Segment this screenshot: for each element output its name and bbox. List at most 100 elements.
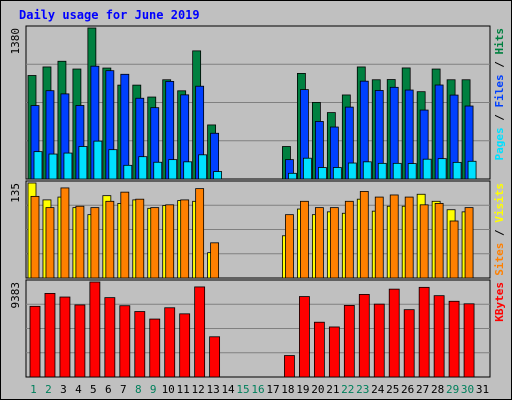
x-tick-label-day-1: 1 <box>30 383 37 396</box>
bar-sites-day-28 <box>434 203 444 279</box>
x-tick-label-day-5: 5 <box>90 383 97 396</box>
bar-pages-day-29 <box>452 161 462 180</box>
bar-kbytes-day-9 <box>149 318 161 378</box>
bar-kbytes-day-26 <box>403 309 415 378</box>
bar-kbytes-day-19 <box>299 296 310 378</box>
legend-entry: / <box>493 55 506 75</box>
bar-pages-day-27 <box>422 158 432 180</box>
bar-sites-day-1 <box>30 195 40 279</box>
bar-sites-day-29 <box>449 220 459 279</box>
legend-entry: Files <box>493 74 506 107</box>
x-tick-label-day-4: 4 <box>75 383 82 396</box>
bar-sites-day-5 <box>90 207 100 279</box>
series-pages <box>33 140 477 180</box>
bar-sites-day-21 <box>329 207 339 279</box>
bar-pages-day-21 <box>332 167 342 180</box>
bar-kbytes-day-7 <box>119 305 131 378</box>
x-tick-label-day-23: 23 <box>356 383 369 396</box>
bar-kbytes-day-30 <box>463 303 475 378</box>
bar-sites-day-27 <box>419 204 429 279</box>
x-tick-label-day-13: 13 <box>206 383 219 396</box>
x-tick-label-day-26: 26 <box>401 383 414 396</box>
x-tick-label-day-19: 19 <box>296 383 309 396</box>
bar-pages-day-7 <box>123 164 133 180</box>
x-tick-label-day-17: 17 <box>266 383 279 396</box>
bar-pages-day-1 <box>33 151 43 180</box>
x-tick-label-day-10: 10 <box>162 383 175 396</box>
x-tick-label-day-2: 2 <box>45 383 52 396</box>
bar-kbytes-day-27 <box>418 286 430 378</box>
bar-sites-day-12 <box>195 188 205 279</box>
legend-entry: Pages <box>493 127 506 160</box>
bar-kbytes-day-21 <box>328 326 340 378</box>
legend-entry: / <box>493 108 506 128</box>
chart-title: Daily usage for June 2019 <box>19 8 200 22</box>
bar-kbytes-day-29 <box>448 300 460 378</box>
bar-sites-day-6 <box>105 200 115 279</box>
bar-sites-day-10 <box>165 204 175 279</box>
legend-entry: / <box>493 223 506 243</box>
chart-panels: 1380 Pages / Files / Hits 135 Sites / Visit… <box>9 25 506 378</box>
bar-kbytes-day-1 <box>29 305 41 378</box>
bar-sites-day-22 <box>344 200 354 279</box>
bar-kbytes-day-13 <box>209 336 221 378</box>
x-tick-label-day-15: 15 <box>236 383 249 396</box>
bar-sites-day-19 <box>300 200 309 279</box>
bar-pages-day-2 <box>48 153 58 180</box>
x-tick-label-day-30: 30 <box>461 383 474 396</box>
bar-kbytes-day-5 <box>89 281 101 378</box>
bar-sites-day-13 <box>210 242 220 279</box>
bar-kbytes-day-22 <box>343 304 355 378</box>
x-tick-label-day-28: 28 <box>431 383 444 396</box>
bar-pages-day-18 <box>288 172 297 180</box>
bar-sites-day-9 <box>150 207 160 279</box>
bar-kbytes-day-24 <box>373 303 385 378</box>
bar-pages-day-9 <box>153 161 163 180</box>
bar-sites-day-11 <box>180 199 190 279</box>
x-tick-label-day-20: 20 <box>311 383 324 396</box>
bar-sites-day-2 <box>45 207 55 279</box>
series-sites <box>30 187 474 279</box>
legend-entry: KBytes <box>493 282 506 322</box>
bar-sites-day-24 <box>374 196 384 279</box>
x-tick-label-day-16: 16 <box>251 383 264 396</box>
bar-pages-day-6 <box>108 149 118 180</box>
y-max-label: 9383 <box>9 282 22 309</box>
x-tick-label-day-25: 25 <box>386 383 399 396</box>
x-axis-labels: 1 2 3 4 5 6 7 8 9 10 11 12 13 14 15 16 17 18 19 20 21 22 23 24 2… <box>30 383 489 396</box>
bar-kbytes-day-6 <box>104 297 116 378</box>
x-tick-label-day-27: 27 <box>416 383 429 396</box>
bar-kbytes-day-8 <box>134 311 146 378</box>
panel-hits-files-pages: 1380 Pages / Files / Hits <box>9 25 506 180</box>
x-tick-label-day-9: 9 <box>150 383 157 396</box>
bar-sites-day-26 <box>404 196 414 279</box>
series-files <box>30 65 474 180</box>
bar-kbytes-day-3 <box>59 296 71 378</box>
panel-visits-sites: 135 Sites / Visits <box>9 180 506 279</box>
bar-pages-day-30 <box>467 160 477 180</box>
bar-pages-day-4 <box>78 146 88 180</box>
bar-kbytes-day-20 <box>313 321 325 378</box>
bar-pages-day-22 <box>347 162 357 180</box>
legend: Sites / Visits <box>493 183 506 276</box>
bar-sites-day-7 <box>120 191 130 279</box>
bar-sites-day-23 <box>359 191 369 279</box>
bar-pages-day-10 <box>168 159 178 180</box>
bar-pages-day-26 <box>407 163 417 180</box>
legend-entry: Visits <box>493 183 506 223</box>
bar-pages-day-11 <box>183 161 193 180</box>
bar-pages-day-12 <box>198 154 208 180</box>
bar-kbytes-day-25 <box>388 288 400 378</box>
bar-pages-day-8 <box>138 156 148 180</box>
x-tick-label-day-29: 29 <box>446 383 459 396</box>
bar-sites-day-25 <box>389 194 399 279</box>
bar-pages-day-19 <box>303 157 312 180</box>
y-max-label: 1380 <box>9 28 22 55</box>
x-tick-label-day-21: 21 <box>326 383 339 396</box>
legend-entry: Hits <box>493 28 506 55</box>
bar-pages-day-13 <box>213 171 223 180</box>
bar-kbytes-day-18 <box>284 355 295 378</box>
bar-kbytes-day-12 <box>194 286 206 378</box>
legend: KBytes <box>493 282 506 322</box>
